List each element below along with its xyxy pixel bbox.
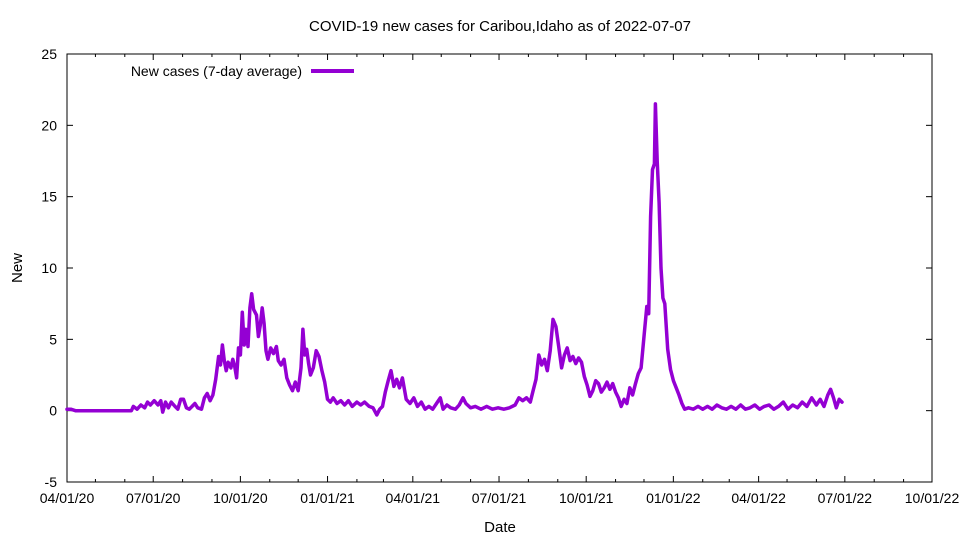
x-tick-label: 04/01/22 xyxy=(731,490,786,506)
x-axis-title: Date xyxy=(484,519,516,536)
y-tick-label: 0 xyxy=(49,403,57,419)
series-line xyxy=(65,102,844,417)
x-tick-label: 07/01/21 xyxy=(472,490,527,506)
y-tick-label: 20 xyxy=(41,117,57,133)
x-tick-label: 01/01/22 xyxy=(646,490,701,506)
x-tick-label: 10/01/20 xyxy=(213,490,268,506)
y-tick-label: 15 xyxy=(41,189,57,205)
x-tick-label: 04/01/21 xyxy=(386,490,441,506)
y-tick-label: -5 xyxy=(45,474,58,490)
y-tick-label: 5 xyxy=(49,331,57,347)
y-axis-title: New xyxy=(9,253,26,283)
legend: New cases (7-day average) xyxy=(131,63,354,79)
y-tick-label: 10 xyxy=(41,260,57,276)
x-tick-label: 10/01/21 xyxy=(559,490,614,506)
x-axis-ticks: 04/01/20 07/01/20 10/01/20 01/01/21 04/01/21… xyxy=(40,54,960,506)
x-tick-label: 10/01/22 xyxy=(905,490,960,506)
x-tick-label: 04/01/20 xyxy=(40,490,95,506)
series-layer xyxy=(65,102,844,417)
y-tick-label: 25 xyxy=(41,46,57,62)
plot-frame xyxy=(66,53,933,483)
x-tick-label: 01/01/21 xyxy=(300,490,355,506)
chart-title: COVID-19 new cases for Caribou,Idaho as … xyxy=(309,18,691,35)
y-axis-ticks: -5 0 5 10 15 20 25 xyxy=(41,46,932,490)
x-tick-label: 07/01/22 xyxy=(818,490,873,506)
x-tick-label: 07/01/20 xyxy=(126,490,181,506)
legend-label: New cases (7-day average) xyxy=(131,63,302,79)
